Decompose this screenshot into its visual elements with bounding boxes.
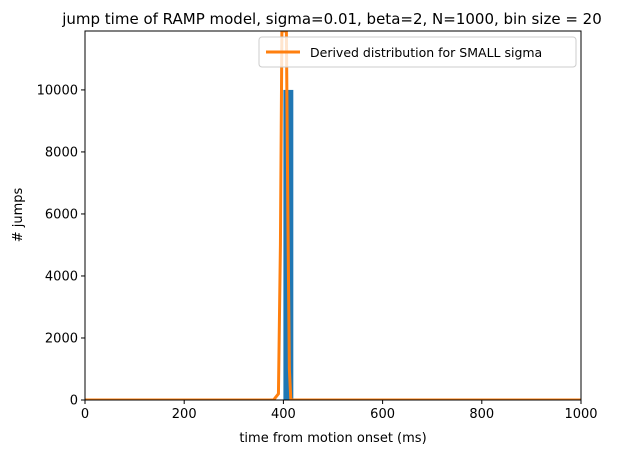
x-tick-label: 1000 (564, 407, 597, 422)
y-tick-label: 10000 (37, 83, 78, 98)
y-tick-label: 8000 (45, 145, 78, 160)
x-axis-ticks: 0 200 400 600 800 1000 (81, 400, 598, 422)
y-tick-label: 6000 (45, 207, 78, 222)
x-tick-label: 200 (172, 407, 197, 422)
x-tick-label: 600 (370, 407, 395, 422)
x-axis-label: time from motion onset (ms) (239, 431, 426, 446)
distribution-lines (85, 31, 581, 400)
y-axis-ticks: 0 2000 4000 6000 8000 10000 (37, 83, 85, 409)
x-tick-label: 800 (469, 407, 494, 422)
y-tick-label: 0 (70, 394, 78, 409)
legend-label: Derived distribution for SMALL sigma (310, 45, 542, 60)
legend: Derived distribution for SMALL sigma (258, 36, 577, 68)
y-tick-label: 2000 (45, 331, 78, 346)
series-line-0 (85, 31, 581, 400)
x-tick-label: 0 (81, 407, 89, 422)
plot-frame (84, 30, 582, 401)
x-tick-label: 400 (271, 407, 296, 422)
y-tick-label: 4000 (45, 269, 78, 284)
chart-title: jump time of RAMP model, sigma=0.01, bet… (61, 10, 602, 28)
legend-box (258, 36, 577, 68)
y-axis-label: # jumps (11, 187, 26, 242)
